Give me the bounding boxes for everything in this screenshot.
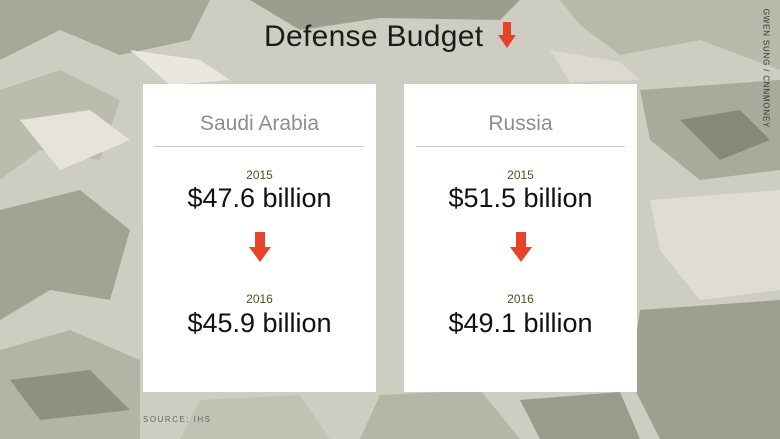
down-arrow-icon bbox=[509, 232, 532, 262]
saudi-arabia-card: Saudi Arabia 2015 $47.6 billion 2016 $45… bbox=[143, 84, 376, 392]
source-note: SOURCE: IHS bbox=[143, 415, 212, 424]
title-text: Defense Budget bbox=[264, 20, 484, 53]
down-arrow-icon bbox=[498, 22, 516, 48]
year-label: 2015 bbox=[507, 168, 534, 182]
budget-amount: $45.9 billion bbox=[187, 308, 332, 338]
country-name: Russia bbox=[488, 112, 553, 135]
divider bbox=[155, 146, 364, 147]
year-label: 2015 bbox=[246, 168, 273, 182]
photo-credit: GWEN SUNG / CNNMONEY bbox=[761, 8, 771, 129]
russia-card: Russia 2015 $51.5 billion 2016 $49.1 bil… bbox=[404, 84, 637, 392]
page-title: Defense Budget bbox=[0, 20, 780, 54]
down-arrow-icon bbox=[248, 232, 271, 262]
budget-amount: $51.5 billion bbox=[448, 183, 593, 213]
divider bbox=[416, 146, 625, 147]
year-label: 2016 bbox=[507, 292, 534, 306]
budget-amount: $49.1 billion bbox=[448, 308, 593, 338]
year-label: 2016 bbox=[246, 292, 273, 306]
country-name: Saudi Arabia bbox=[199, 112, 320, 135]
budget-amount: $47.6 billion bbox=[187, 183, 332, 213]
